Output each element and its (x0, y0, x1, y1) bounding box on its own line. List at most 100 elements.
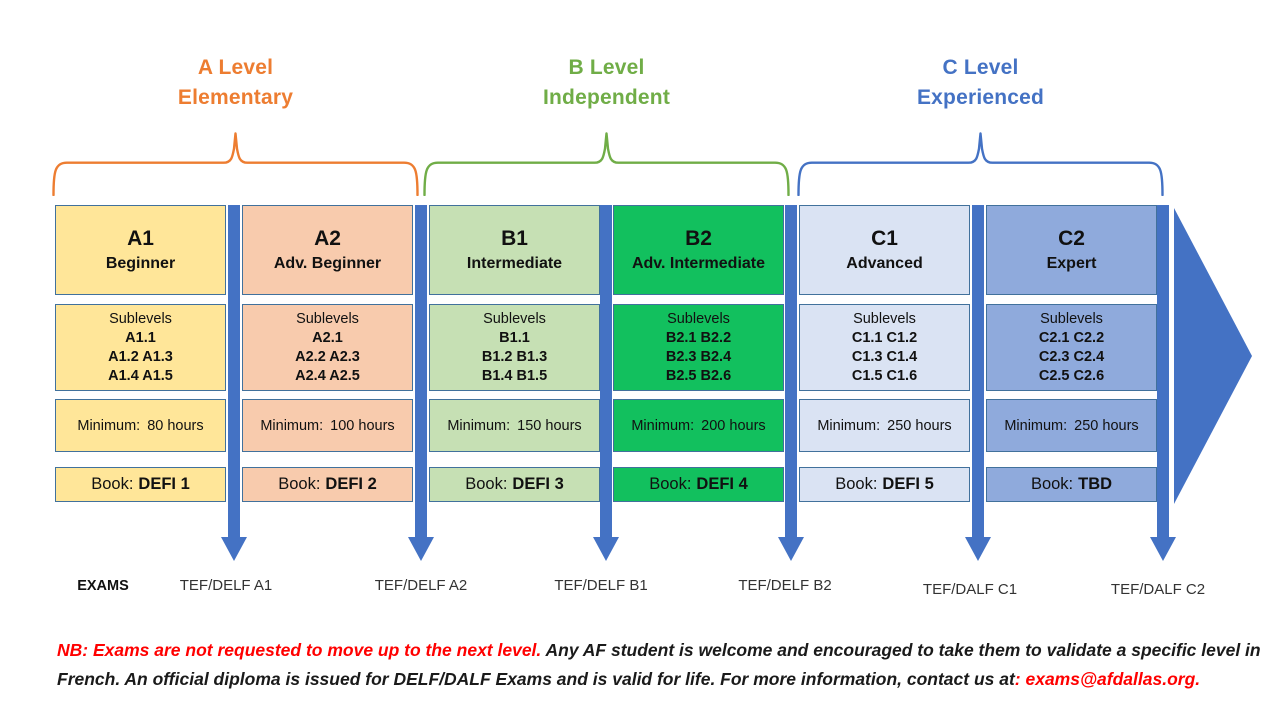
sublevel-line: C2.5 C2.6 (1038, 367, 1105, 384)
sublevels-box: Sublevels A2.1 A2.2 A2.3 A2.4 A2.5 (242, 304, 413, 391)
exams-caption: EXAMS (77, 578, 129, 594)
down-arrow-icon (1157, 205, 1169, 538)
footer-note-line1: NB: Exams are not requested to move up t… (57, 636, 1261, 665)
down-arrow-icon (785, 205, 797, 538)
sublevel-line: B1.2 B1.3 (481, 348, 548, 365)
book-box: Book: DEFI 5 (799, 467, 970, 502)
group-title-line2: Independent (542, 86, 671, 109)
book-value: DEFI 1 (138, 475, 190, 493)
exam-label-c1: TEF/DALF C1 (922, 581, 1018, 598)
sublevels-box: Sublevels B1.1 B1.2 B1.3 B1.4 B1.5 (429, 304, 600, 391)
level-title-box: B2 Adv. Intermediate (613, 205, 784, 295)
level-title-box: C1 Advanced (799, 205, 970, 295)
sublevel-line: B2.3 B2.4 (665, 348, 732, 365)
book-box: Book: DEFI 2 (242, 467, 413, 502)
book-label: Book: (835, 475, 878, 493)
group-title-line2: Experienced (916, 86, 1045, 109)
level-name: Expert (1046, 255, 1097, 272)
book-value: DEFI 2 (325, 475, 377, 493)
minimum-label: Minimum: (260, 417, 324, 434)
book-box: Book: DEFI 1 (55, 467, 226, 502)
book-box: Book: DEFI 4 (613, 467, 784, 502)
level-name: Advanced (846, 255, 923, 272)
book-value: DEFI 4 (696, 475, 748, 493)
down-arrow-icon (972, 205, 984, 538)
level-title-box: B1 Intermediate (429, 205, 600, 295)
sublevel-line: B1.1 (499, 329, 530, 346)
down-arrow-head-icon (1150, 537, 1176, 561)
sublevels-label: Sublevels (1040, 310, 1103, 327)
exam-label-b2: TEF/DELF B2 (738, 577, 832, 594)
footer-note: NB: Exams are not requested to move up t… (57, 636, 1261, 693)
book-label: Book: (465, 475, 508, 493)
exam-label-c2: TEF/DALF C2 (1110, 581, 1206, 598)
book-box: Book: DEFI 3 (429, 467, 600, 502)
sublevel-line: B1.4 B1.5 (481, 367, 548, 384)
sublevel-line: C1.1 C1.2 (851, 329, 918, 346)
book-value: DEFI 5 (882, 475, 934, 493)
minimum-hours: 80 hours (147, 417, 204, 434)
down-arrow-icon (415, 205, 427, 538)
level-code: C1 (871, 227, 898, 250)
minimum-label: Minimum: (1004, 417, 1068, 434)
level-code: A2 (314, 227, 341, 250)
minimum-label: Minimum: (447, 417, 511, 434)
group-title-line1: B Level (568, 56, 645, 79)
sublevels-box: Sublevels B2.1 B2.2 B2.3 B2.4 B2.5 B2.6 (613, 304, 784, 391)
down-arrow-head-icon (221, 537, 247, 561)
minimum-label: Minimum: (77, 417, 141, 434)
sublevels-label: Sublevels (109, 310, 172, 327)
book-value: DEFI 3 (512, 475, 564, 493)
sublevel-line: A2.1 (312, 329, 343, 346)
down-arrow-head-icon (778, 537, 804, 561)
book-label: Book: (278, 475, 321, 493)
sublevel-line: A1.4 A1.5 (108, 367, 173, 384)
level-code: B2 (685, 227, 712, 250)
sublevels-label: Sublevels (296, 310, 359, 327)
minimum-label: Minimum: (817, 417, 881, 434)
book-value: TBD (1078, 475, 1113, 493)
sublevel-line: B2.5 B2.6 (665, 367, 732, 384)
note-red-text: NB: Exams are not requested to move up t… (57, 640, 542, 660)
right-arrow-icon (1174, 208, 1252, 504)
sublevels-box: Sublevels C2.1 C2.2 C2.3 C2.4 C2.5 C2.6 (986, 304, 1157, 391)
sublevel-line: C2.1 C2.2 (1038, 329, 1105, 346)
down-arrow-icon (228, 205, 240, 538)
down-arrow-head-icon (965, 537, 991, 561)
minimum-hours: 250 hours (1074, 417, 1139, 434)
minimum-hours-box: Minimum: 250 hours (799, 399, 970, 452)
sublevels-label: Sublevels (667, 310, 730, 327)
book-box: Book: TBD (986, 467, 1157, 502)
minimum-hours-box: Minimum: 80 hours (55, 399, 226, 452)
sublevels-label: Sublevels (853, 310, 916, 327)
minimum-hours: 200 hours (701, 417, 766, 434)
exam-label-b1: TEF/DELF B1 (554, 577, 648, 594)
group-header-b-level: B Level Independent (423, 53, 790, 113)
brace-icon (423, 132, 790, 196)
minimum-hours-box: Minimum: 250 hours (986, 399, 1157, 452)
level-title-box: C2 Expert (986, 205, 1157, 295)
down-arrow-head-icon (593, 537, 619, 561)
sublevels-label: Sublevels (483, 310, 546, 327)
level-name: Beginner (105, 255, 176, 272)
sublevel-line: C1.3 C1.4 (851, 348, 918, 365)
book-label: Book: (649, 475, 692, 493)
sublevel-line: C2.3 C2.4 (1038, 348, 1105, 365)
level-name: Adv. Intermediate (631, 255, 766, 272)
minimum-hours-box: Minimum: 150 hours (429, 399, 600, 452)
minimum-label: Minimum: (631, 417, 695, 434)
note-black-text: French. An official diploma is issued fo… (57, 668, 1015, 689)
exam-label-a2: TEF/DELF A2 (374, 577, 468, 594)
book-label: Book: (1030, 475, 1074, 493)
sublevel-line: C1.5 C1.6 (851, 367, 918, 384)
group-title-line1: C Level (942, 56, 1019, 79)
group-header-c-level: C Level Experienced (797, 53, 1164, 113)
brace-icon (52, 132, 419, 196)
sublevel-line: A2.2 A2.3 (295, 348, 360, 365)
down-arrow-icon (600, 205, 612, 538)
minimum-hours: 250 hours (887, 417, 952, 434)
level-name: Adv. Beginner (273, 255, 382, 272)
note-black-text: Any AF student is welcome and encouraged… (541, 640, 1261, 660)
sublevel-line: A1.2 A1.3 (108, 348, 173, 365)
group-title-line1: A Level (197, 56, 274, 79)
